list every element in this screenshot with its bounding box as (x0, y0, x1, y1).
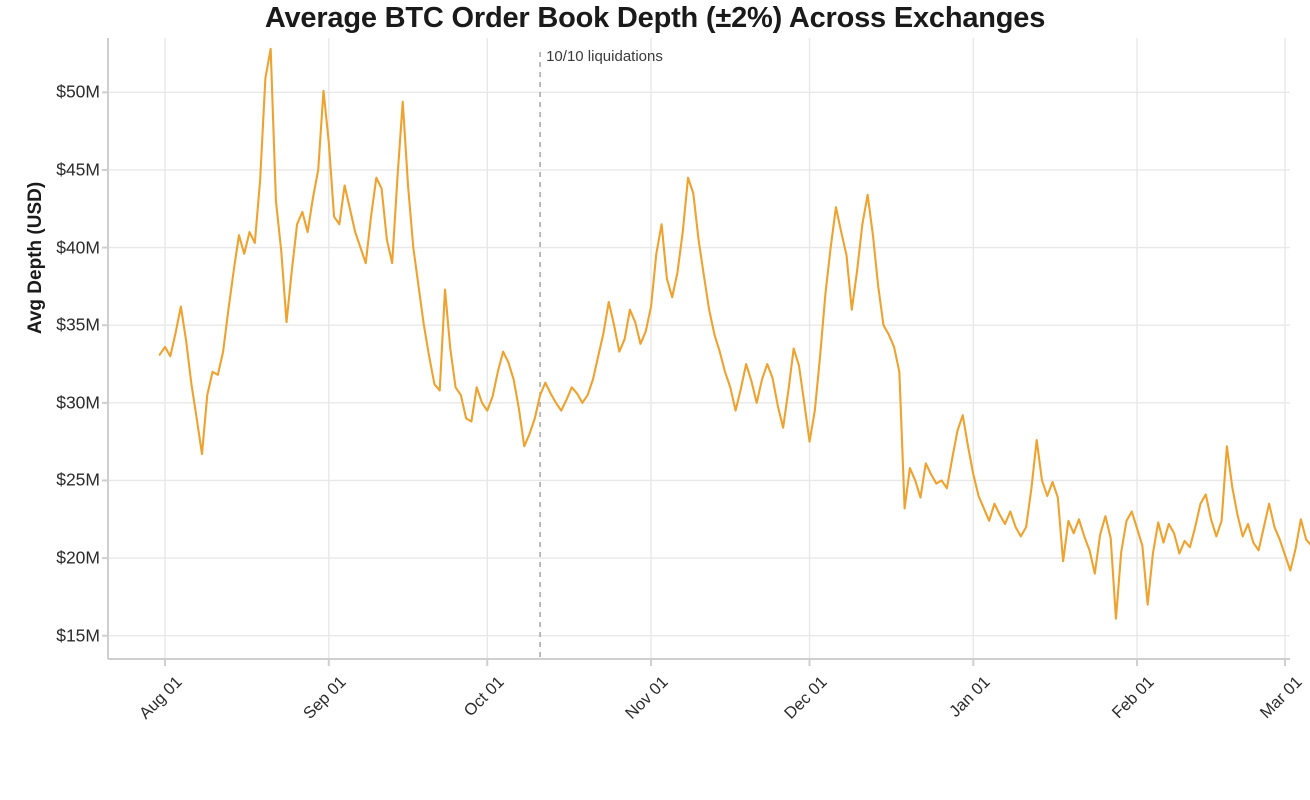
chart-container: Average BTC Order Book Depth (±2%) Acros… (0, 0, 1310, 740)
y-axis-tick-label: $45M (56, 159, 100, 180)
y-axis-tick-label: $15M (56, 625, 100, 646)
chart-title: Average BTC Order Book Depth (±2%) Acros… (264, 2, 1046, 34)
y-axis-tick-label: $35M (56, 314, 100, 335)
y-axis-tick-label: $25M (56, 469, 100, 490)
y-axis-tick-label: $40M (56, 237, 100, 258)
y-axis-tick-labels: $15M $20M $25M $30M $35M $40M $45M $50M (0, 0, 100, 740)
annotation-label: 10/10 liquidations (546, 48, 663, 65)
y-axis-tick-label: $30M (56, 392, 100, 413)
plot-area (102, 38, 1310, 666)
y-axis-tick-label: $20M (56, 547, 100, 568)
y-axis-tick-label: $50M (56, 81, 100, 102)
data-series-line (158, 47, 1310, 620)
